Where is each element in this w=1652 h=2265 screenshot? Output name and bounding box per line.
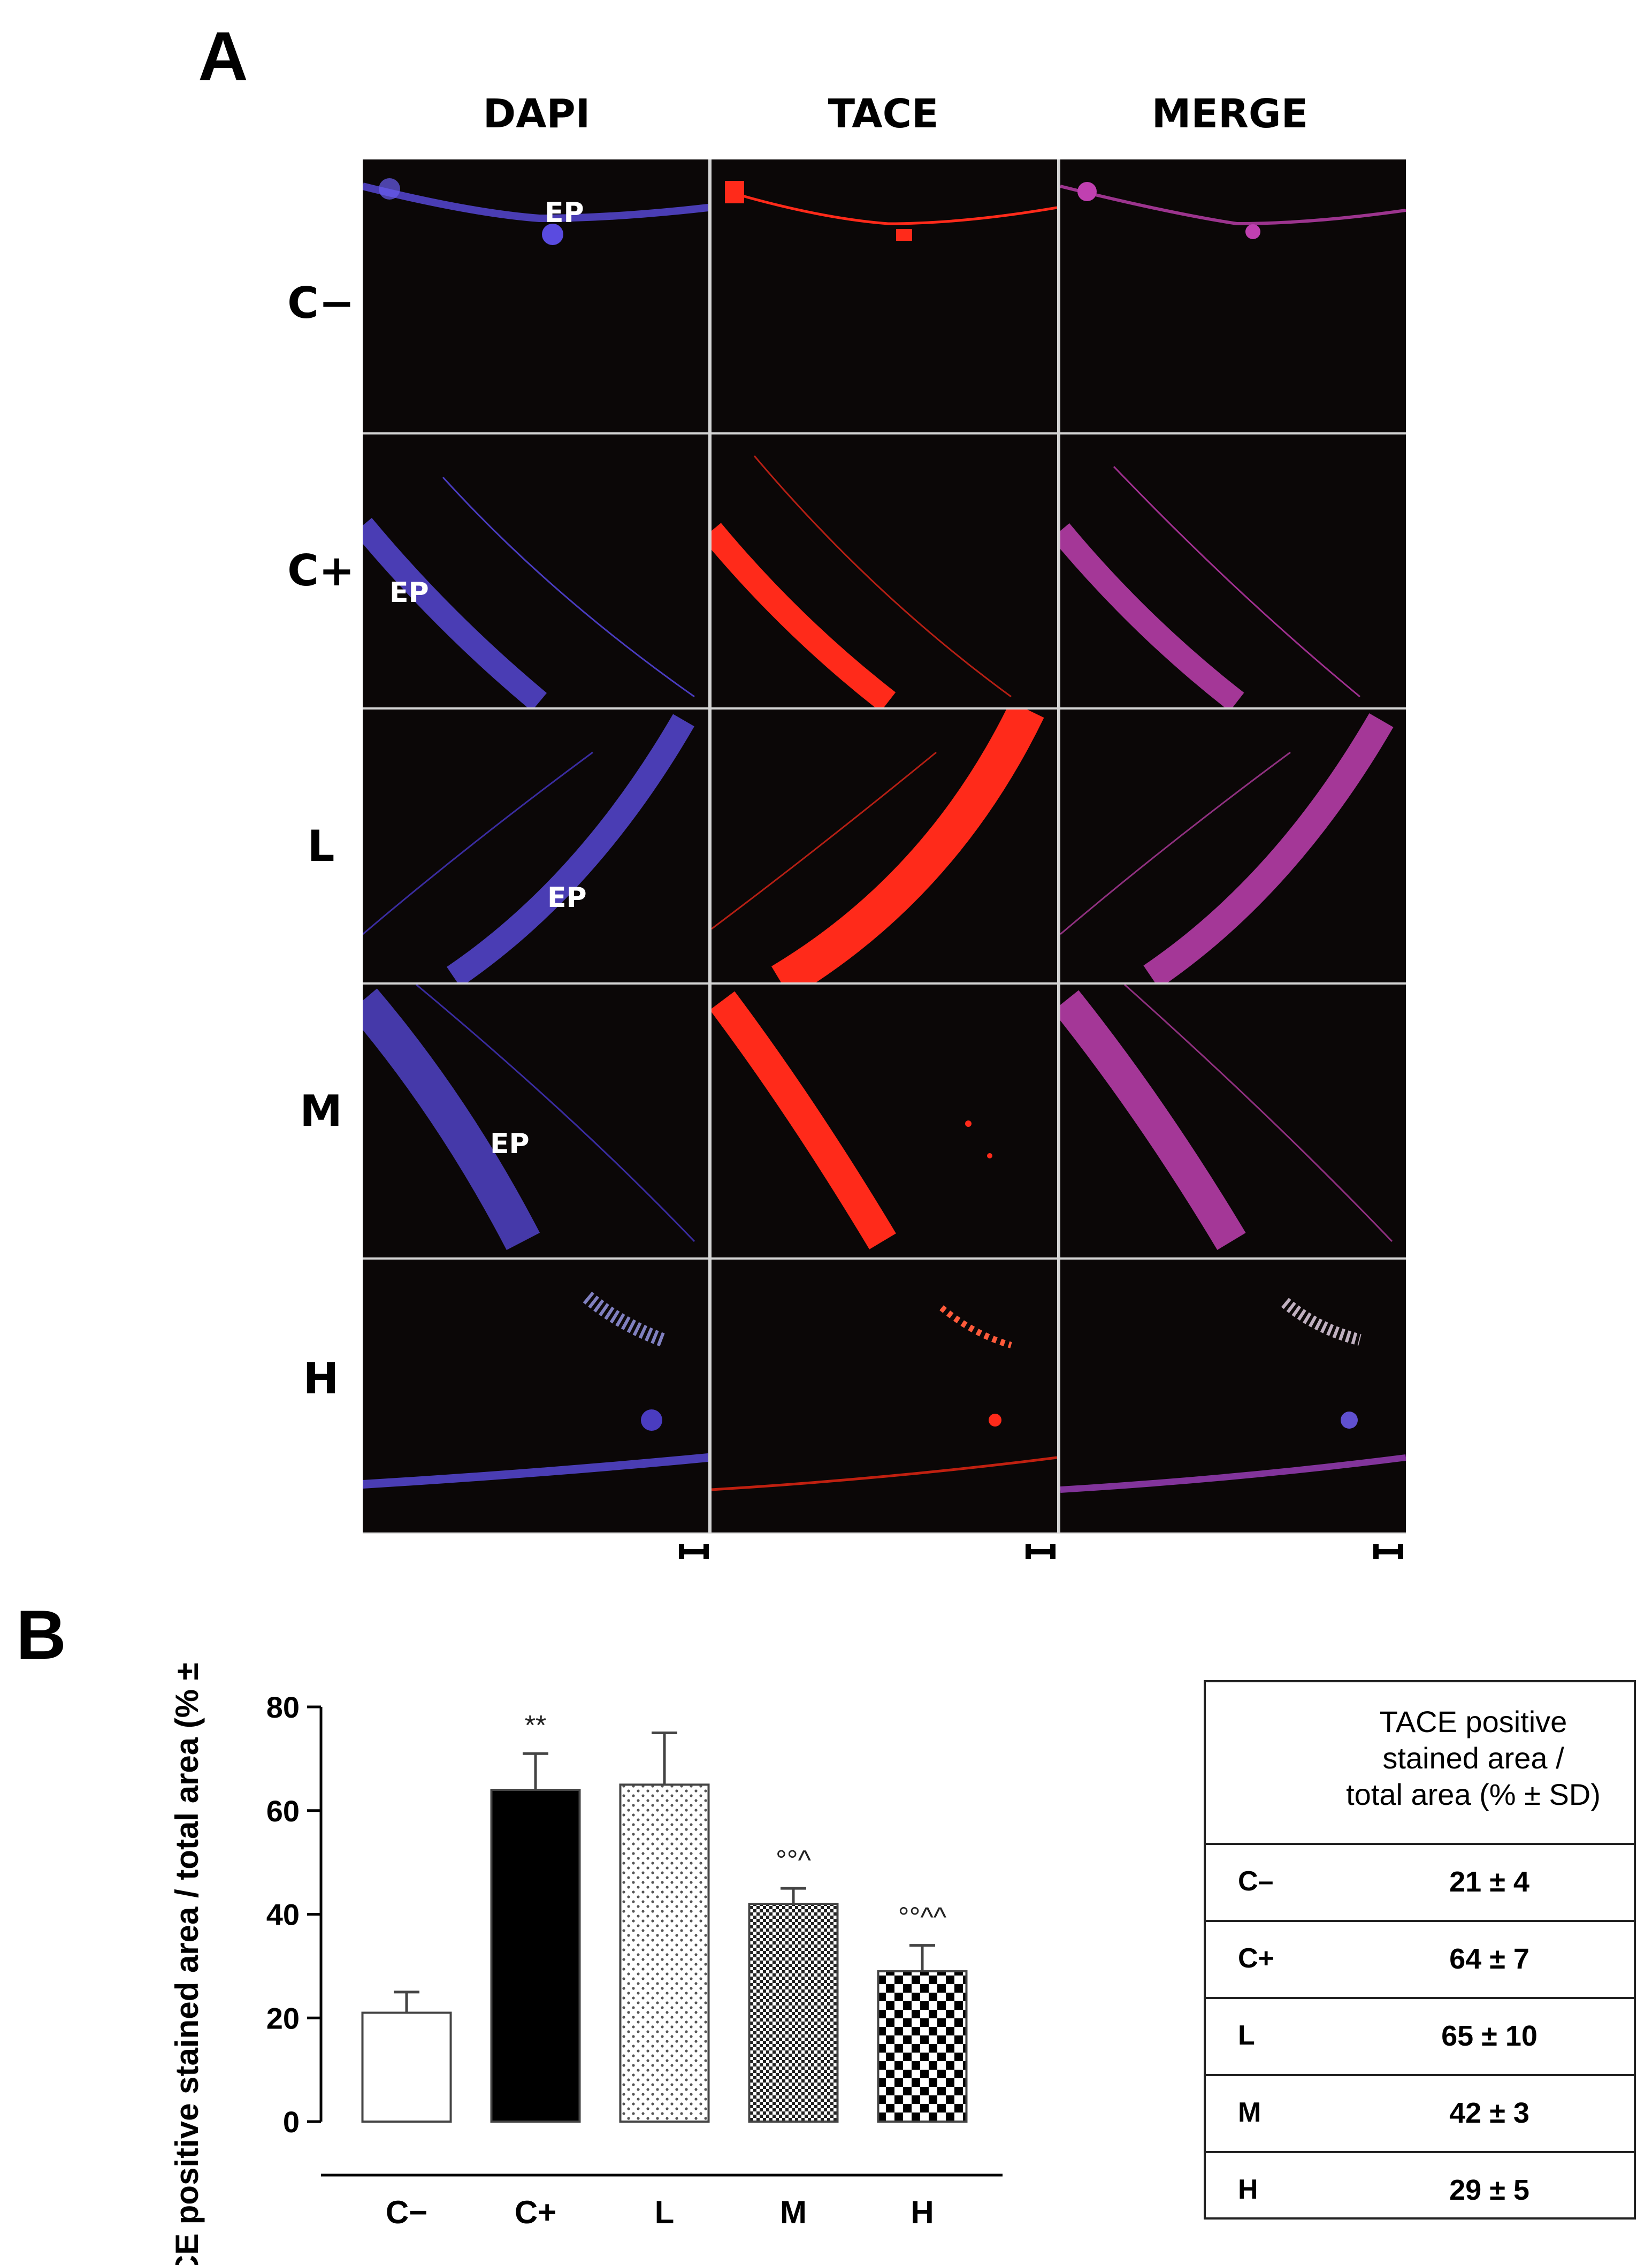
results-table: TACE positive stained area / total area … (1204, 1680, 1636, 2220)
micrograph-h-tace (712, 1260, 1057, 1532)
column-header-merge: MERGE (1151, 91, 1309, 137)
micrograph-c-minus-merge (1060, 159, 1406, 432)
row-label-h: H (303, 1354, 339, 1404)
micrograph-c-plus-dapi (363, 434, 708, 707)
bar-0 (361, 2011, 452, 2123)
micrograph-c-minus-dapi (363, 159, 708, 432)
micrograph-c-plus-merge (1060, 434, 1406, 707)
column-header-dapi: DAPI (483, 91, 591, 137)
table-cell-group: H (1238, 2174, 1258, 2205)
micrograph-c-plus-tace (712, 434, 1057, 707)
y-tick-label: 20 (266, 2001, 300, 2035)
table-cell-group: M (1238, 2097, 1261, 2128)
micrograph-l-merge (1060, 710, 1406, 982)
significance-label: °°^ (776, 1845, 812, 1876)
x-tick-label: L (655, 2194, 675, 2230)
table-cell-value: 64 ± 7 (1449, 1943, 1529, 1975)
table-cell-value: 42 ± 3 (1449, 2097, 1529, 2129)
table-cell-value: 65 ± 10 (1441, 2020, 1538, 2052)
micrograph-m-merge (1060, 985, 1406, 1257)
y-axis-label: TACE positive stained area / total area … (169, 1659, 205, 2265)
bar-2 (619, 1783, 710, 2123)
y-tick-label: 80 (266, 1690, 300, 1724)
x-tick-label: C+ (515, 2194, 556, 2230)
table-cell-group: C+ (1238, 1943, 1274, 1974)
y-tick-label: 0 (283, 2105, 300, 2139)
ep-label-l: EP (547, 882, 587, 914)
panel-a-letter: A (198, 17, 248, 95)
table-row: M 42 ± 3 (1206, 2076, 1634, 2153)
row-label-c-plus: C+ (287, 546, 355, 596)
micrograph-h-merge (1060, 1260, 1406, 1532)
x-tick-label: C− (386, 2194, 427, 2230)
scale-bar-dapi (679, 1544, 709, 1559)
micrograph-h-dapi (363, 1260, 708, 1532)
significance-label: ** (525, 1710, 546, 1741)
micrograph-m-tace (712, 985, 1057, 1257)
table-cell-group: L (1238, 2020, 1255, 2051)
x-tick-label: M (780, 2194, 807, 2230)
micrograph-l-tace (712, 710, 1057, 982)
micrograph-c-minus-tace (712, 159, 1057, 432)
bar-4 (877, 1970, 968, 2123)
ep-label-h: EP (567, 1610, 607, 1642)
scale-bar-tace (1026, 1544, 1056, 1559)
micrograph-m-dapi (363, 985, 708, 1257)
row-label-m: M (300, 1086, 342, 1136)
table-header-line: TACE positive (1379, 1705, 1567, 1738)
table-cell-value: 21 ± 4 (1449, 1866, 1529, 1898)
table-row: C+ 64 ± 7 (1206, 1922, 1634, 1999)
micrograph-grid: EP EP EP EP EP (363, 159, 1406, 1642)
panel-b-letter: B (16, 1596, 66, 1674)
x-tick-label: H (911, 2194, 934, 2230)
table-row: L 65 ± 10 (1206, 1999, 1634, 2076)
ep-label-c-plus: EP (389, 577, 429, 609)
bar-1 (490, 1789, 581, 2123)
ep-label-c-minus: EP (545, 197, 584, 229)
significance-label: °°^^ (898, 1902, 947, 1933)
row-label-l: L (307, 821, 335, 871)
table-row: H 29 ± 5 (1206, 2153, 1634, 2228)
table-cell-group: C– (1238, 1866, 1274, 1897)
table-row: C– 21 ± 4 (1206, 1845, 1634, 1922)
micrograph-l-dapi (363, 710, 708, 982)
bar-3 (748, 1903, 839, 2123)
bar-chart: 0 20 40 60 80 ** °°^ °°^^ C− C+ L M H TACE positiv… (169, 1659, 1003, 2265)
table-header: TACE positive stained area / total area … (1206, 1682, 1634, 1845)
row-label-c-minus: C− (287, 278, 355, 328)
scale-bar-merge (1373, 1544, 1403, 1559)
ep-label-m: EP (490, 1128, 530, 1160)
table-header-line: stained area / (1382, 1741, 1564, 1775)
y-tick-label: 60 (266, 1794, 300, 1828)
y-tick-label: 40 (266, 1898, 300, 1932)
column-header-tace: TACE (828, 91, 939, 137)
table-cell-value: 29 ± 5 (1449, 2174, 1529, 2206)
table-header-line: total area (% ± SD) (1346, 1778, 1601, 1811)
